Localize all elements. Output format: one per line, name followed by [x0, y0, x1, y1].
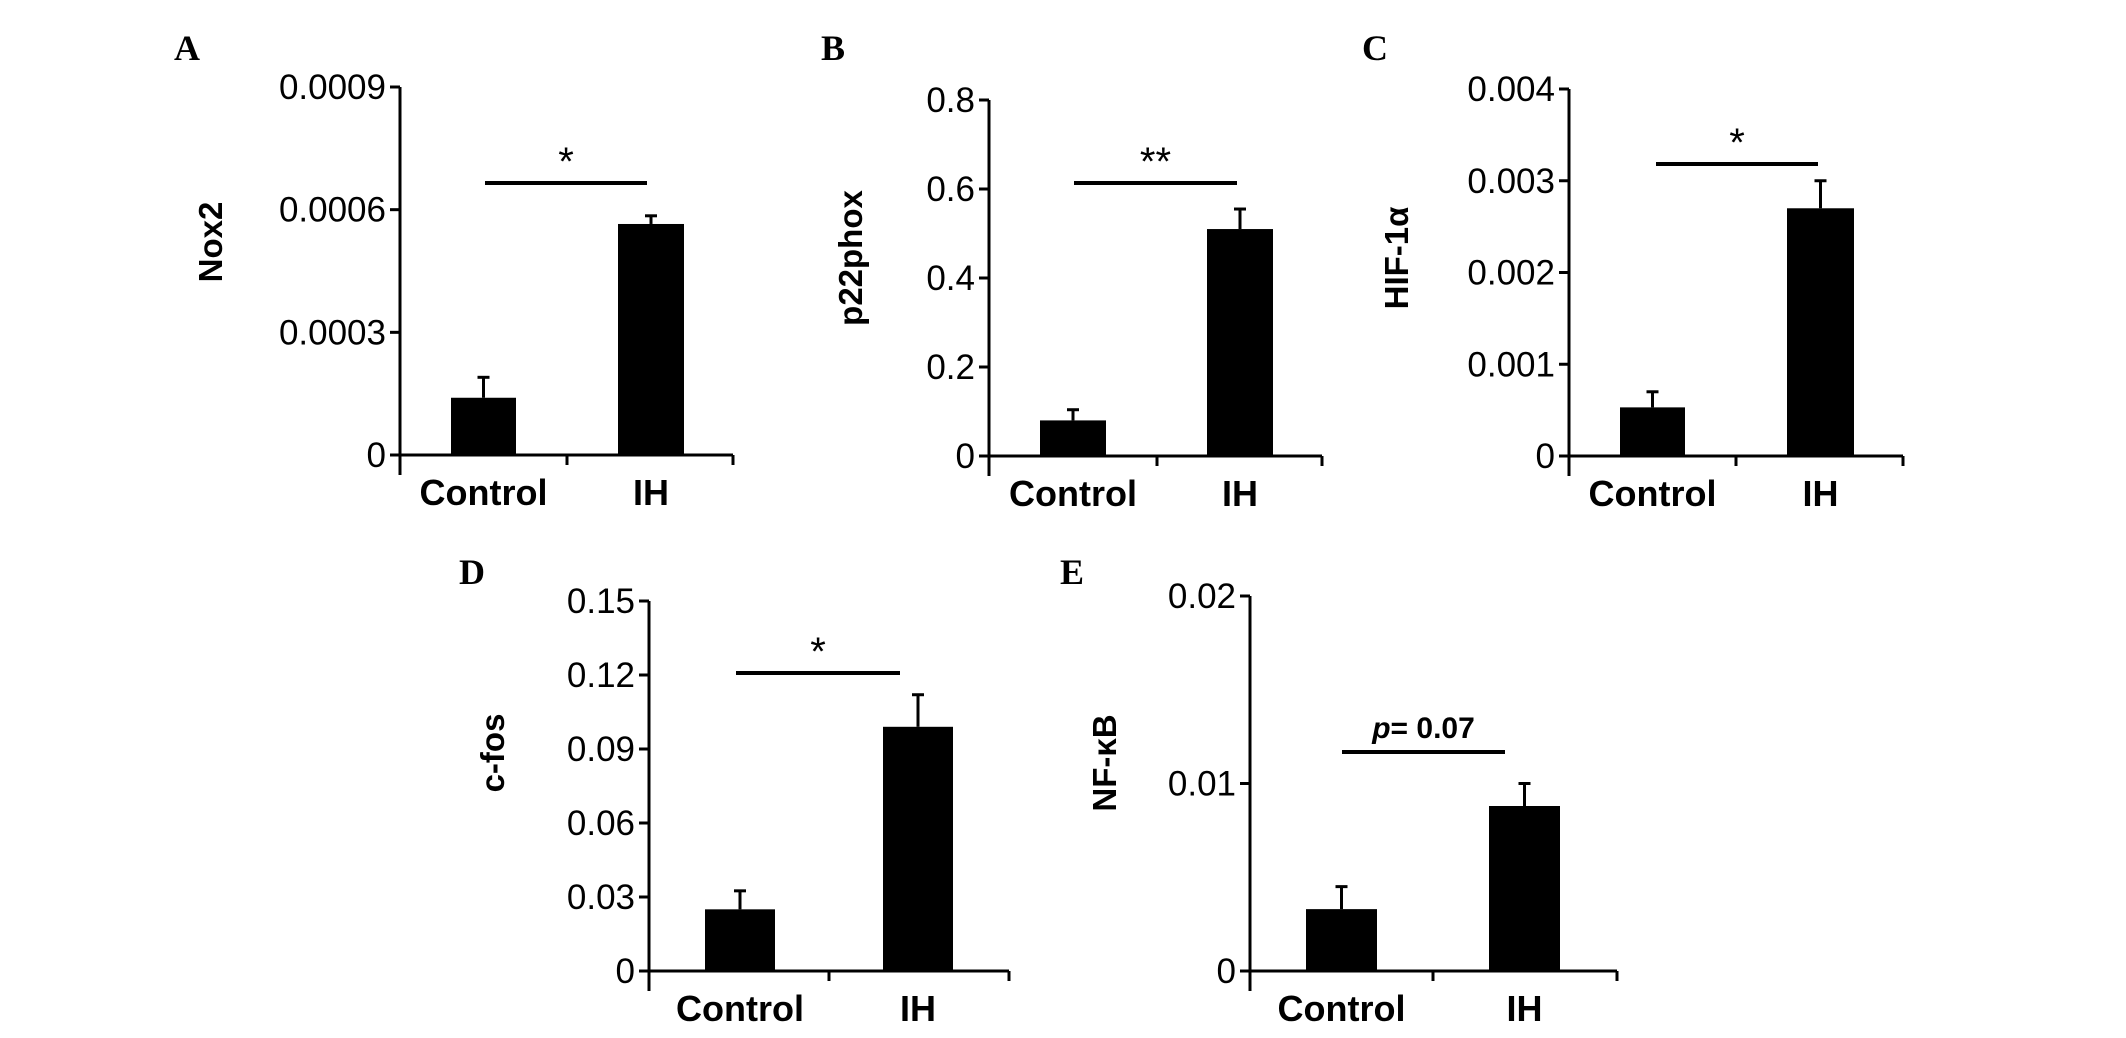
panel-label: D: [459, 552, 485, 592]
x-tick-label: Control: [420, 472, 548, 513]
significance-label: p= 0.07: [1371, 712, 1475, 745]
y-axis-label: p22phox: [832, 190, 869, 326]
x-tick-label: Control: [1278, 988, 1406, 1029]
y-tick-label: 0.06: [567, 804, 635, 843]
panel-a: A 0 0.0003 0.0006 0.0009 Nox2 Control IH *: [174, 28, 735, 513]
y-tick-label: 0: [367, 436, 386, 475]
x-tick-label: IH: [1222, 473, 1258, 514]
x-tick-label: Control: [1009, 473, 1137, 514]
x-tick-label: Control: [1589, 473, 1717, 514]
bar-ih: [1207, 229, 1273, 456]
significance-label: *: [810, 630, 826, 674]
y-tick-label: 0.001: [1467, 345, 1555, 384]
bar-control: [1306, 909, 1377, 971]
bar-control: [705, 909, 775, 971]
y-tick-label: 0.12: [567, 656, 635, 695]
x-tick-label: IH: [1803, 473, 1839, 514]
y-tick-label: 0: [1217, 952, 1236, 991]
x-tick-label: IH: [1507, 988, 1543, 1029]
p-symbol: p: [1371, 712, 1390, 745]
panel-e: E 0 0.01 0.02 NF-κB Control IH p= 0.07: [1060, 552, 1619, 1029]
y-tick-label: 0.4: [926, 259, 975, 298]
panel-b: B 0 0.2 0.4 0.6 0.8 p22phox Control IH **: [821, 28, 1324, 514]
y-tick-label: 0.15: [567, 582, 635, 621]
x-tick-label: IH: [900, 988, 936, 1029]
y-tick-label: 0: [956, 437, 975, 476]
y-tick-label: 0.0009: [279, 68, 386, 107]
panel-label: E: [1060, 552, 1084, 592]
y-tick-label: 0: [1536, 437, 1555, 476]
y-tick-label: 0.0003: [279, 313, 386, 352]
significance-label: **: [1140, 140, 1171, 184]
y-tick-label: 0.03: [567, 878, 635, 917]
panel-d: D 0 0.03 0.06 0.09 0.12 0.15 c-fos Control IH *: [459, 552, 1011, 1029]
bar-ih: [883, 726, 953, 971]
panel-label: B: [821, 28, 845, 68]
y-tick-label: 0.0006: [279, 191, 386, 230]
bar-control: [1620, 407, 1685, 456]
y-tick-label: 0.004: [1467, 70, 1555, 109]
y-axis-label: NF-κB: [1086, 714, 1123, 811]
y-tick-label: 0.02: [1168, 577, 1236, 616]
y-axis-label: c-fos: [474, 714, 511, 793]
x-tick-label: IH: [633, 472, 669, 513]
y-tick-label: 0.8: [926, 81, 975, 120]
panel-c: C 0 0.001 0.002 0.003 0.004 HIF-1α Control IH *: [1362, 28, 1905, 514]
significance-label: *: [1729, 121, 1745, 165]
y-tick-label: 0.002: [1467, 254, 1555, 293]
y-axis-label: HIF-1α: [1378, 207, 1415, 310]
bar-control: [451, 397, 516, 455]
bar-ih: [1787, 208, 1854, 456]
y-tick-label: 0.6: [926, 170, 975, 209]
y-tick-label: 0.09: [567, 730, 635, 769]
panel-label: A: [174, 28, 200, 68]
y-tick-label: 0.2: [926, 348, 975, 387]
x-tick-label: Control: [676, 988, 804, 1029]
panel-label: C: [1362, 28, 1388, 68]
bar-control: [1040, 420, 1106, 456]
y-tick-label: 0: [616, 952, 635, 991]
bar-ih: [1489, 806, 1560, 971]
y-tick-label: 0.01: [1168, 765, 1236, 804]
bar-ih: [618, 223, 684, 455]
significance-label: *: [558, 140, 574, 184]
y-axis-label: Nox2: [192, 202, 229, 283]
p-value: = 0.07: [1391, 712, 1475, 745]
y-tick-label: 0.003: [1467, 162, 1555, 201]
